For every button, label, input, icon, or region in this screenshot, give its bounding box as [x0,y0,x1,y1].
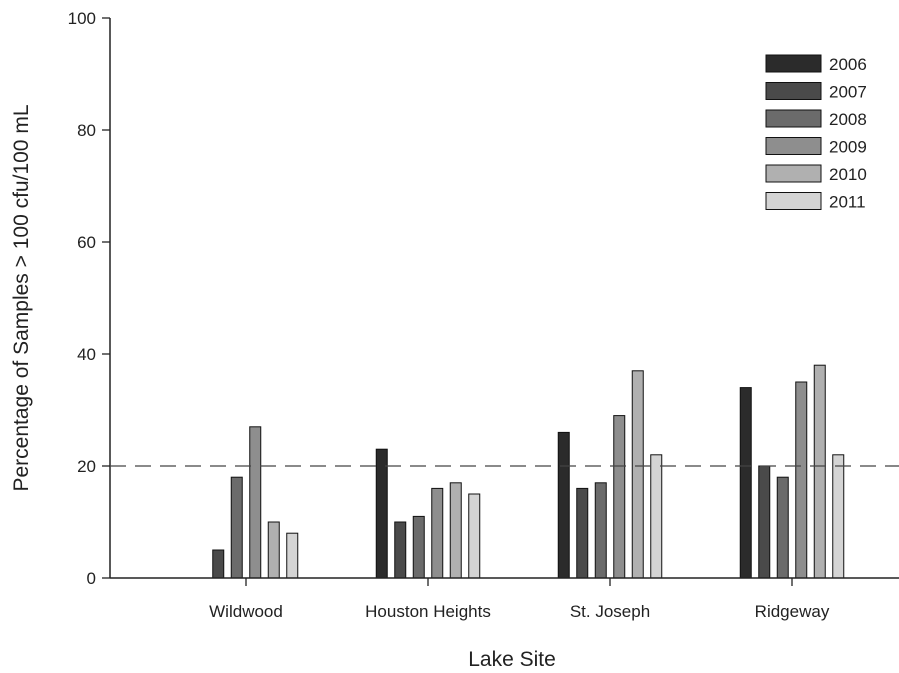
legend-swatch-2010 [766,165,821,182]
bars-group [213,365,844,578]
legend-swatch-2011 [766,193,821,210]
x-tick-label: Ridgeway [755,602,830,621]
legend-swatch-2006 [766,55,821,72]
x-tick-label: Houston Heights [365,602,491,621]
x-axis-title: Lake Site [468,648,556,671]
legend-label-2006: 2006 [829,55,867,74]
bar-2008-st-joseph [595,483,606,578]
bar-2010-wildwood [268,522,279,578]
bar-2007-ridgeway [759,466,770,578]
y-tick-label: 100 [68,9,96,28]
bar-2007-houston-heights [395,522,406,578]
legend-label-2011: 2011 [829,193,866,212]
y-tick-label: 0 [87,569,96,588]
bar-2011-st-joseph [651,455,662,578]
y-tick-label: 40 [77,345,96,364]
bar-2008-wildwood [231,477,242,578]
bar-2008-houston-heights [413,516,424,578]
bar-2009-ridgeway [796,382,807,578]
bar-2009-houston-heights [432,488,443,578]
bar-2010-ridgeway [814,365,825,578]
bar-2011-houston-heights [469,494,480,578]
bar-2006-ridgeway [740,388,751,578]
axes-group: 0 20 40 60 80 100 Wildwood Houston Heights St. J… [68,9,899,621]
legend-label-2010: 2010 [829,165,867,184]
bar-2010-st-joseph [632,371,643,578]
legend-swatch-2008 [766,110,821,127]
y-tick-label: 80 [77,121,96,140]
bar-2009-st-joseph [614,416,625,578]
bar-2006-st-joseph [558,432,569,578]
x-tick-label: St. Joseph [570,602,650,621]
x-tick-label: Wildwood [209,602,283,621]
bar-2009-wildwood [250,427,261,578]
bar-2010-houston-heights [450,483,461,578]
bar-2007-wildwood [213,550,224,578]
legend-label-2007: 2007 [829,83,867,102]
legend: 2006 2007 2008 2009 2010 2011 [766,55,867,212]
legend-swatch-2007 [766,83,821,100]
bar-2008-ridgeway [777,477,788,578]
y-axis-title: Percentage of Samples > 100 cfu/100 mL [10,105,33,492]
legend-swatch-2009 [766,138,821,155]
bar-2011-wildwood [287,533,298,578]
bar-2007-st-joseph [577,488,588,578]
y-tick-label: 60 [77,233,96,252]
bar-2006-houston-heights [376,449,387,578]
legend-label-2008: 2008 [829,110,867,129]
legend-label-2009: 2009 [829,138,867,157]
y-tick-label: 20 [77,457,96,476]
bar-2011-ridgeway [833,455,844,578]
